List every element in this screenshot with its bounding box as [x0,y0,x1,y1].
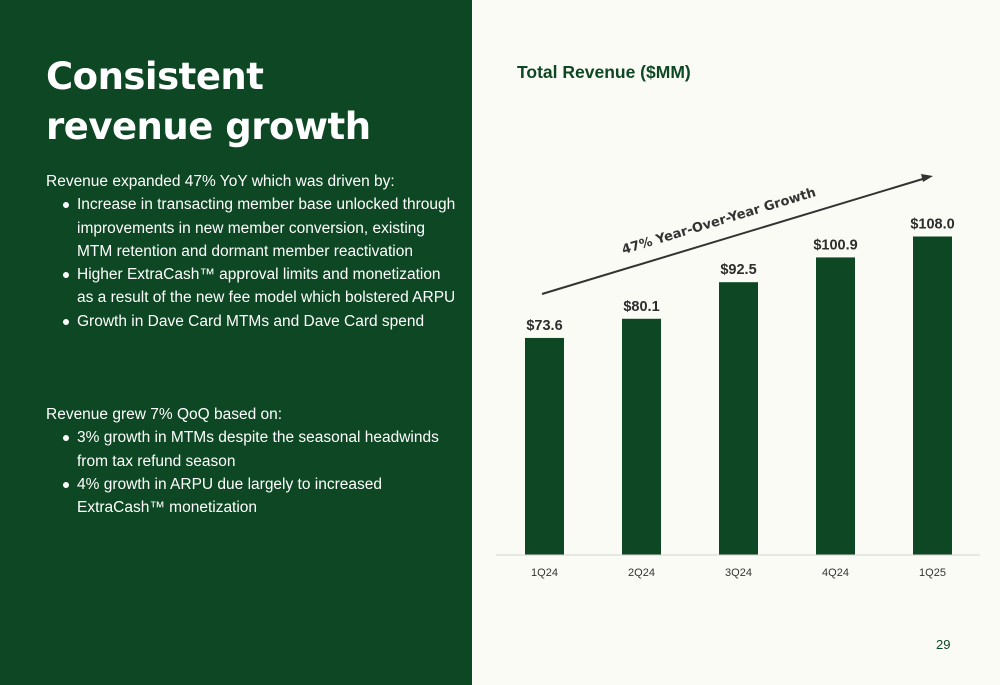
bars-layer: $73.6 1Q24 $80.1 2Q24 $92.5 3Q24 $100.9 4Q24 $10… [525,216,955,579]
x-tick-label-1q25: 1Q25 [919,567,946,579]
qoq-bullet: 3% growth in MTMs despite the seasonal h… [46,426,456,473]
arrow-head-icon [921,174,933,182]
qoq-intro: Revenue grew 7% QoQ based on: [46,406,283,423]
headline-line-2: revenue growth [46,105,371,148]
yoy-bullet: Increase in transacting member base unlo… [46,193,456,263]
page-title: Consistent revenue growth [46,52,446,152]
growth-annotation-label: 47% Year-Over-Year Growth [620,185,817,258]
growth-arrow [541,177,927,295]
qoq-section: Revenue grew 7% QoQ based on: 3% growth … [46,403,456,519]
data-label-1q24: $73.6 [526,318,562,334]
bar-4q24 [816,257,855,555]
qoq-bullet-list: 3% growth in MTMs despite the seasonal h… [46,426,456,519]
yoy-intro: Revenue expanded 47% YoY which was drive… [46,173,395,190]
bar-1q25 [913,236,952,556]
qoq-bullet: 4% growth in ARPU due largely to increas… [46,473,456,520]
headline-line-1: Consistent [46,55,264,98]
chart-title: Total Revenue ($MM) [517,62,691,82]
yoy-bullet: Higher ExtraCash™ approval limits and mo… [46,263,456,310]
x-tick-label-2q24: 2Q24 [628,567,655,579]
page-number: 29 [936,637,951,652]
x-tick-label-4q24: 4Q24 [822,567,849,579]
data-label-2q24: $80.1 [623,299,659,315]
data-label-1q25: $108.0 [910,216,954,232]
data-label-4q24: $100.9 [813,237,857,253]
x-tick-label-3q24: 3Q24 [725,567,752,579]
yoy-bullet-list: Increase in transacting member base unlo… [46,193,456,333]
x-tick-label-1q24: 1Q24 [531,567,558,579]
revenue-bar-chart: $73.6 1Q24 $80.1 2Q24 $92.5 3Q24 $100.9 4Q24 $10… [496,174,980,579]
data-label-3q24: $92.5 [720,262,756,278]
yoy-bullet: Growth in Dave Card MTMs and Dave Card s… [46,310,456,333]
yoy-section: Revenue expanded 47% YoY which was drive… [46,170,456,333]
bar-3q24 [719,282,758,555]
bar-1q24 [525,337,564,555]
bar-2q24 [622,318,661,555]
left-panel: Consistent revenue growth Revenue expand… [0,0,472,685]
